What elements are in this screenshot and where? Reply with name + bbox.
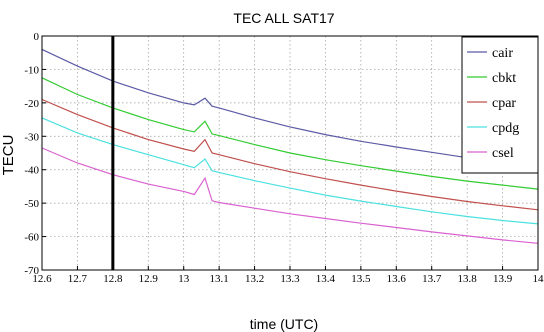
y-tick-label: 0	[34, 31, 40, 43]
series-line-cpdg	[41, 117, 539, 225]
y-tick-label: -20	[24, 98, 39, 110]
x-tick-label: 13.8	[458, 273, 478, 285]
x-axis-label: time (UTC)	[250, 316, 318, 332]
series-line-cbkt	[41, 77, 539, 190]
y-tick-label: -10	[24, 64, 39, 76]
x-tick-label: 13	[178, 273, 190, 285]
x-tick-label: 14	[533, 273, 544, 285]
chart-title: TEC ALL SAT17	[233, 10, 334, 26]
x-tick-label: 13.4	[316, 273, 336, 285]
y-tick-label: -60	[24, 232, 39, 244]
x-tick-label: 13.5	[351, 273, 371, 285]
y-tick-label: -70	[24, 265, 39, 277]
legend-label-csel: csel	[492, 146, 514, 161]
y-axis-label: TECU	[0, 135, 17, 176]
x-tick-label: 12.6	[32, 273, 52, 285]
legend-label-cpar: cpar	[492, 96, 516, 111]
y-tick-label: -40	[24, 165, 39, 177]
legend: cair cbkt cpar cpdg csel	[461, 36, 539, 174]
x-tick-label: 12.8	[103, 273, 123, 285]
legend-label-cbkt: cbkt	[492, 71, 516, 86]
series-line-cpar	[41, 98, 539, 211]
x-tick-label: 13.7	[422, 273, 442, 285]
x-tick-label: 13.6	[387, 273, 407, 285]
axis-ticks: 12.6 12.7 12.8 12.9 13 13.1 13.2 13.3 13.4 13.5 13…	[24, 31, 544, 285]
series-line-cair	[41, 48, 539, 168]
legend-label-cpdg: cpdg	[492, 121, 519, 136]
x-tick-label: 13.2	[245, 273, 264, 285]
y-tick-label: -50	[24, 198, 39, 210]
x-tick-label: 13.9	[493, 273, 513, 285]
x-tick-label: 13.3	[280, 273, 300, 285]
plot-series	[41, 48, 539, 244]
x-tick-label: 12.7	[68, 273, 88, 285]
legend-box	[461, 36, 539, 174]
y-tick-label: -30	[24, 131, 39, 143]
x-tick-label: 13.1	[210, 273, 229, 285]
series-line-csel	[41, 147, 539, 244]
x-tick-label: 12.9	[139, 273, 159, 285]
legend-label-cair: cair	[492, 46, 513, 61]
